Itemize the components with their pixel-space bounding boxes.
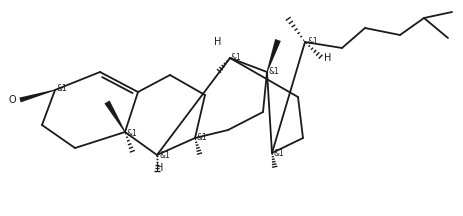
Text: O: O — [8, 95, 16, 105]
Text: &1: &1 — [269, 67, 279, 76]
Polygon shape — [266, 39, 280, 72]
Polygon shape — [19, 89, 55, 102]
Text: H: H — [214, 37, 221, 47]
Polygon shape — [104, 100, 125, 132]
Text: &1: &1 — [57, 84, 68, 94]
Text: H: H — [324, 53, 331, 63]
Text: &1: &1 — [127, 129, 138, 138]
Text: &1: &1 — [231, 52, 241, 62]
Text: &1: &1 — [160, 151, 170, 159]
Text: &1: &1 — [274, 149, 284, 157]
Text: H: H — [156, 163, 163, 173]
Text: &1: &1 — [197, 133, 207, 143]
Text: &1: &1 — [307, 38, 318, 46]
